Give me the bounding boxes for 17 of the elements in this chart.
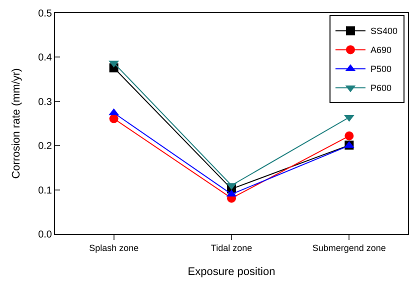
y-tick-label: 0.5 (38, 8, 52, 20)
legend-label: P500 (370, 64, 392, 74)
y-tick-label: 0.3 (38, 96, 52, 108)
x-tick-label: Splash zone (89, 242, 139, 253)
y-tick-label: 0.0 (38, 230, 52, 240)
y-tick-label: 0.2 (38, 141, 52, 152)
y-axis-title: Corrosion rate (mm/yr) (10, 68, 23, 179)
point (109, 114, 118, 124)
x-tick-label: Submergend zone (312, 242, 386, 253)
y-tick-label: 0.1 (38, 185, 52, 196)
y-tick-label: 0.4 (38, 52, 52, 64)
x-tick-label: Tidal zone (210, 242, 252, 253)
legend-label: P600 (370, 83, 392, 94)
legend-label: SS400 (370, 26, 398, 36)
point (344, 131, 354, 140)
legend-label: A690 (370, 45, 392, 56)
x-axis-title: Exposure position (188, 266, 276, 278)
